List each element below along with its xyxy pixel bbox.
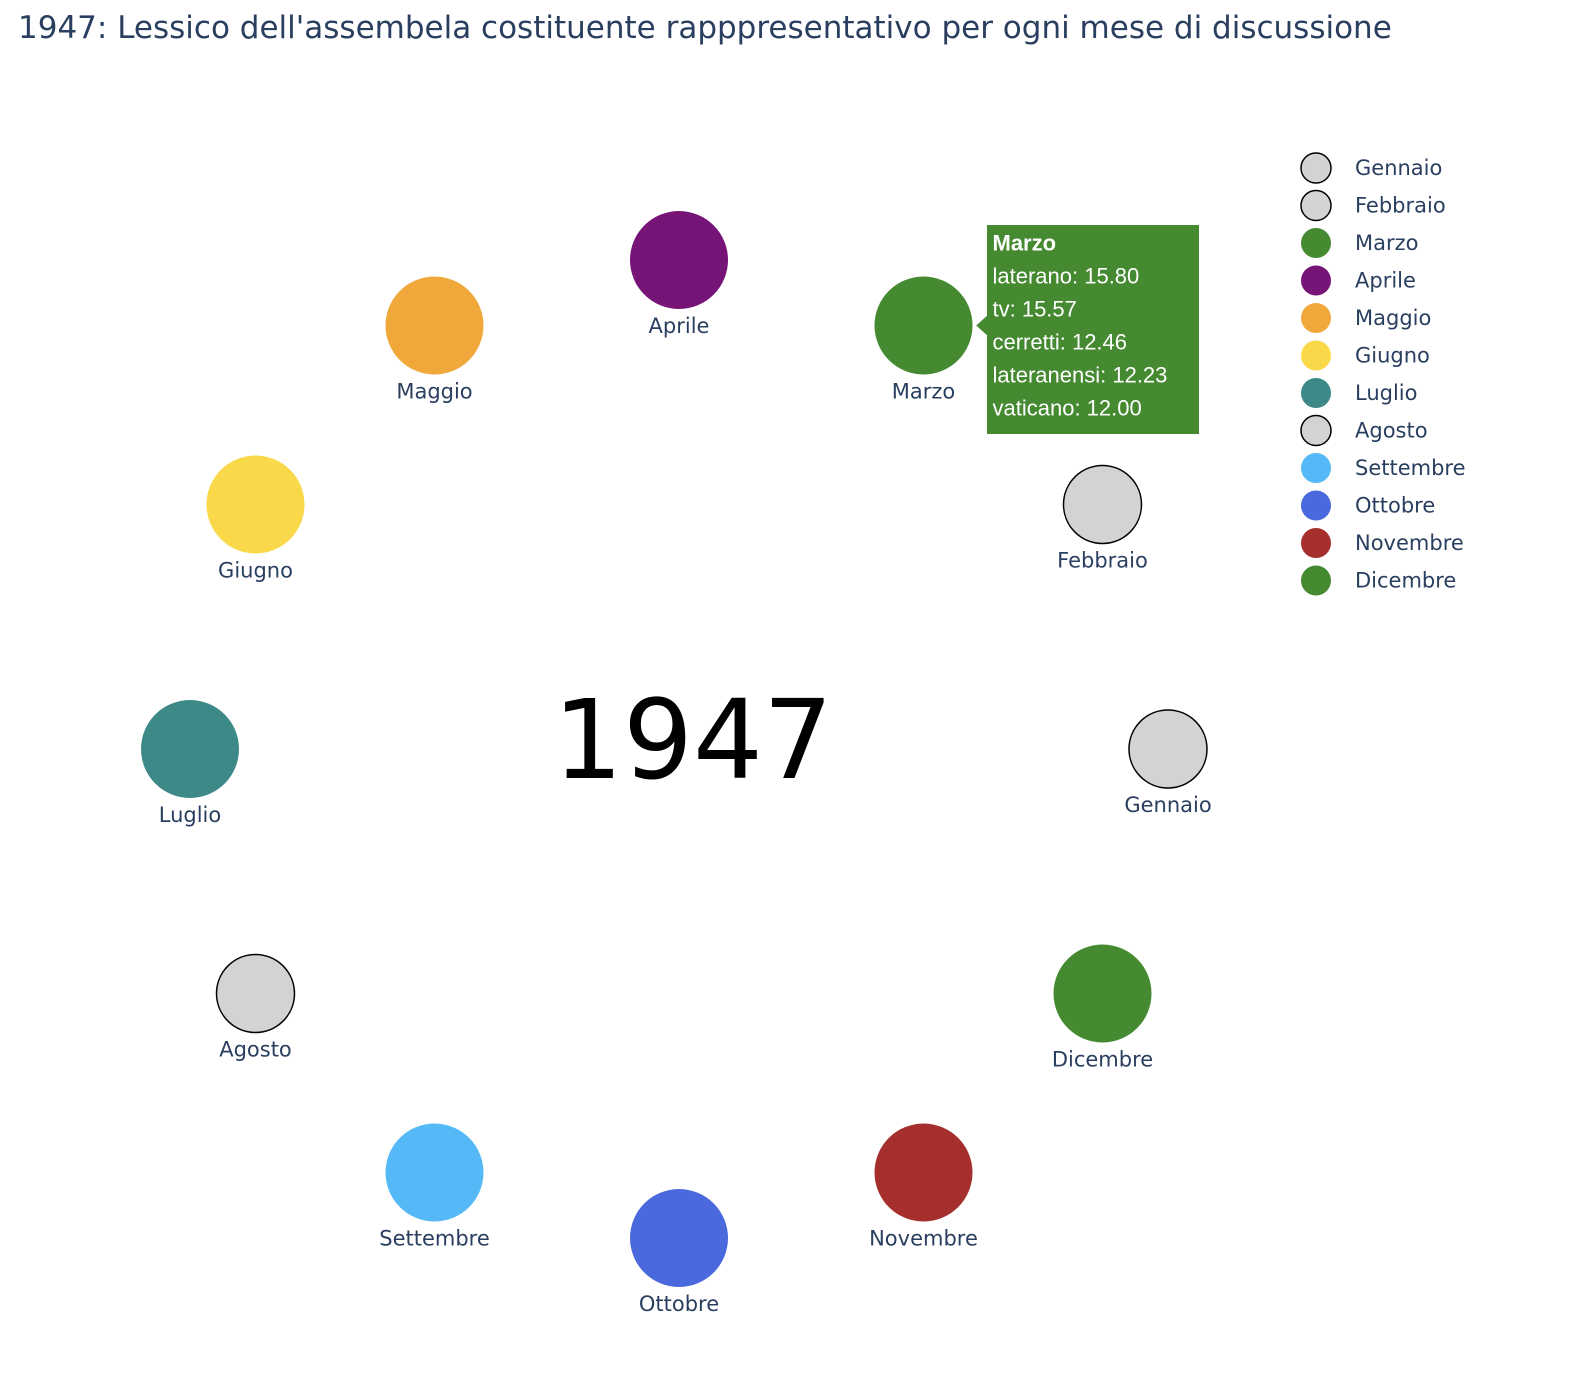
label-febbraio: Febbraio xyxy=(1057,549,1148,573)
tooltip-line: tv: 15.57 xyxy=(993,297,1077,322)
legend-item-novembre[interactable]: Novembre xyxy=(1301,528,1464,558)
legend-label-marzo: Marzo xyxy=(1355,231,1419,255)
label-ottobre: Ottobre xyxy=(639,1292,719,1316)
legend-item-agosto[interactable]: Agosto xyxy=(1300,414,1428,447)
label-gennaio: Gennaio xyxy=(1124,793,1211,817)
label-maggio: Maggio xyxy=(396,380,472,404)
marker-gennaio[interactable] xyxy=(1128,709,1208,789)
legend-label-agosto: Agosto xyxy=(1355,419,1428,443)
marker-novembre[interactable] xyxy=(874,1123,973,1222)
legend-item-febbraio[interactable]: Febbraio xyxy=(1300,189,1446,222)
label-dicembre: Dicembre xyxy=(1052,1048,1153,1072)
legend-marker-settembre xyxy=(1301,453,1331,483)
tooltip-line: lateranensi: 12.23 xyxy=(993,363,1168,388)
label-marzo: Marzo xyxy=(892,380,956,404)
label-giugno: Giugno xyxy=(218,559,293,583)
legend-label-aprile: Aprile xyxy=(1355,269,1416,293)
tooltip-box xyxy=(974,224,1200,436)
legend-label-novembre: Novembre xyxy=(1355,531,1464,555)
marker-giugno[interactable] xyxy=(206,455,305,554)
legend-label-gennaio: Gennaio xyxy=(1355,156,1442,180)
legend-label-giugno: Giugno xyxy=(1355,344,1430,368)
marker-dicembre[interactable] xyxy=(1053,944,1152,1043)
legend-item-gennaio[interactable]: Gennaio xyxy=(1300,152,1442,184)
hover-tooltip: Marzo laterano: 15.80 tv: 15.57 cerretti: 1… xyxy=(974,224,1200,436)
tooltip-line: laterano: 15.80 xyxy=(993,264,1140,289)
label-novembre: Novembre xyxy=(869,1227,978,1251)
legend-marker-giugno xyxy=(1301,340,1331,371)
legend-marker-ottobre xyxy=(1301,490,1331,521)
legend-marker-agosto xyxy=(1300,414,1332,447)
legend-item-marzo[interactable]: Marzo xyxy=(1301,228,1419,258)
label-aprile: Aprile xyxy=(649,314,710,338)
legend-marker-febbraio xyxy=(1300,189,1332,222)
legend-marker-gennaio xyxy=(1300,152,1332,184)
legend-marker-luglio xyxy=(1301,378,1331,408)
legend-label-maggio: Maggio xyxy=(1355,306,1431,330)
marker-ottobre[interactable] xyxy=(630,1189,728,1287)
label-settembre: Settembre xyxy=(379,1227,490,1251)
marker-aprile[interactable] xyxy=(630,211,728,309)
legend-item-dicembre[interactable]: Dicembre xyxy=(1301,565,1456,596)
label-agosto: Agosto xyxy=(219,1038,292,1062)
tooltip-line: vaticano: 12.00 xyxy=(993,396,1142,421)
tooltip-line: cerretti: 12.46 xyxy=(993,330,1128,355)
legend-label-febbraio: Febbraio xyxy=(1355,194,1446,218)
marker-febbraio[interactable] xyxy=(1062,464,1143,545)
legend-marker-aprile xyxy=(1301,265,1331,296)
legend-label-dicembre: Dicembre xyxy=(1355,569,1456,593)
legend-item-aprile[interactable]: Aprile xyxy=(1301,265,1416,296)
legend-item-giugno[interactable]: Giugno xyxy=(1301,340,1430,371)
legend-item-ottobre[interactable]: Ottobre xyxy=(1301,490,1435,521)
legend-marker-maggio xyxy=(1301,303,1331,333)
marker-maggio[interactable] xyxy=(385,276,484,375)
chart-title: 1947: Lessico dell'assembela costituente… xyxy=(18,10,1392,46)
month-markers: Gennaio Febbraio Marzo Aprile Maggio Giugno Lu… xyxy=(141,211,1212,1316)
marker-settembre[interactable] xyxy=(385,1123,484,1222)
legend-marker-dicembre xyxy=(1301,565,1331,596)
label-luglio: Luglio xyxy=(159,803,222,827)
marker-luglio[interactable] xyxy=(141,700,239,798)
legend-label-ottobre: Ottobre xyxy=(1355,494,1435,518)
legend-item-maggio[interactable]: Maggio xyxy=(1301,303,1431,333)
legend-label-settembre: Settembre xyxy=(1355,456,1466,480)
legend-item-luglio[interactable]: Luglio xyxy=(1301,378,1418,408)
legend: Gennaio Febbraio Marzo Aprile Maggio Giugno Lu… xyxy=(1300,152,1466,596)
marker-marzo[interactable] xyxy=(874,276,973,375)
marker-agosto[interactable] xyxy=(215,953,296,1034)
legend-label-luglio: Luglio xyxy=(1355,381,1418,405)
legend-item-settembre[interactable]: Settembre xyxy=(1301,453,1466,483)
legend-marker-novembre xyxy=(1301,528,1331,558)
legend-marker-marzo xyxy=(1301,228,1331,258)
center-year-label: 1947 xyxy=(553,676,833,804)
tooltip-title: Marzo xyxy=(993,231,1057,256)
